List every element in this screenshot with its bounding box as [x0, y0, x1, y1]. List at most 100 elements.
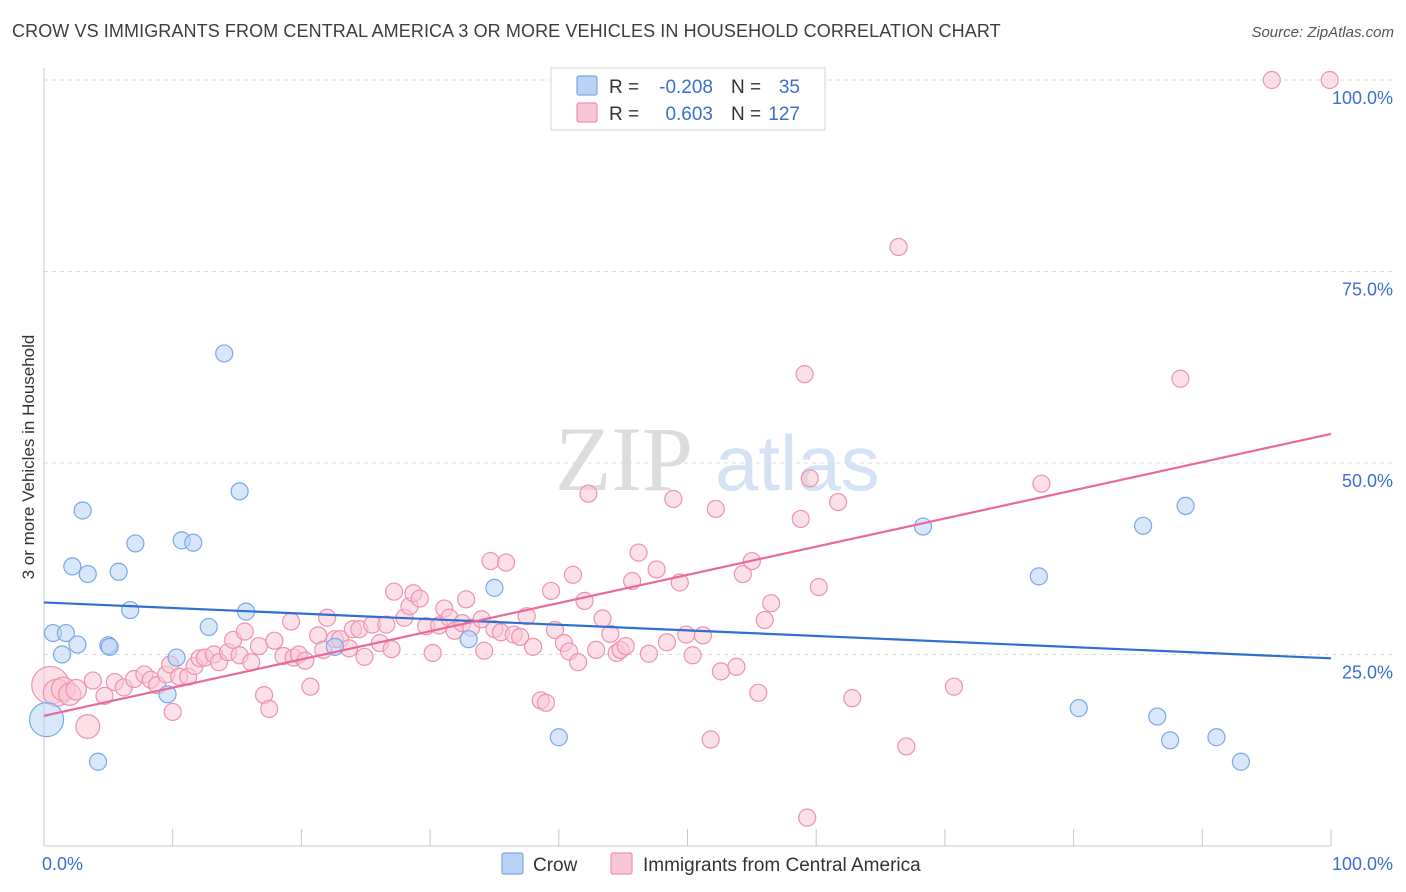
immigrants-point-100	[683, 646, 702, 665]
chart-title: CROW VS IMMIGRANTS FROM CENTRAL AMERICA …	[12, 21, 1001, 41]
immigrants-point-82	[563, 565, 583, 584]
crow-point-30	[1148, 707, 1167, 726]
crow-point-5	[68, 635, 87, 654]
x-tick-label-min: 0.0%	[42, 854, 83, 874]
immigrants-point-93	[629, 543, 648, 562]
immigrants-point-75	[523, 637, 543, 656]
crow-point-31	[1161, 731, 1180, 750]
immigrants-point-120	[1032, 474, 1051, 493]
immigrants-point-88	[601, 624, 620, 643]
crow-point-12	[121, 600, 140, 620]
immigrants-point-111	[791, 509, 810, 529]
crow-point-2	[52, 645, 72, 664]
crow-point-29	[1133, 516, 1153, 535]
crow-point-34	[1231, 752, 1251, 771]
immigrants-point-64	[457, 590, 476, 609]
crow-point-20	[230, 482, 249, 501]
crow-point-23	[459, 630, 478, 649]
immigrants-point-32	[265, 631, 284, 650]
crow-point-7	[78, 564, 97, 584]
crow-point-4	[63, 557, 82, 576]
immigrants-point-16	[163, 702, 182, 722]
stats-legend: R = -0.208 N = 35 R = 0.603 N = 127	[550, 67, 826, 131]
immigrants-point-104	[711, 662, 731, 681]
crow-point-3	[56, 623, 75, 643]
series-crow-points	[28, 344, 1251, 771]
immigrants-point-118	[897, 737, 916, 756]
x-axis-ticks	[43, 829, 1332, 846]
crow-point-19	[215, 344, 234, 363]
stats-r-value-crow: -0.208	[659, 77, 713, 98]
immigrants-point-29	[249, 636, 269, 656]
immigrants-point-83	[569, 653, 588, 672]
crow-point-27	[1029, 567, 1048, 586]
x-tick-label-max: 100.0%	[1332, 854, 1393, 874]
crow-point-15	[167, 648, 186, 667]
immigrants-point-67	[475, 641, 494, 660]
source-credit: Source: ZipAtlas.com	[1251, 24, 1394, 41]
immigrants-point-123	[1320, 70, 1339, 90]
immigrants-point-96	[657, 633, 677, 652]
crow-point-11	[109, 562, 128, 581]
stats-n-value-crow: 35	[779, 77, 800, 98]
immigrants-point-121	[1171, 369, 1190, 388]
crow-point-25	[549, 728, 568, 747]
immigrants-point-87	[593, 609, 612, 628]
crow-point-13	[126, 534, 145, 553]
immigrants-point-105	[727, 657, 746, 676]
immigrants-point-110	[762, 594, 781, 613]
legend-label-crow: Crow	[533, 855, 578, 876]
watermark: ZIP atlas	[555, 408, 880, 510]
immigrants-point-101	[693, 626, 713, 645]
crow-point-32	[1176, 496, 1195, 515]
immigrants-trend-line	[43, 432, 1332, 717]
immigrants-point-114	[809, 577, 828, 597]
stats-r-label-crow: R =	[609, 77, 639, 98]
crow-point-24	[485, 578, 504, 597]
stats-r-label-imm: R =	[609, 104, 639, 125]
crow-point-28	[1069, 699, 1088, 718]
y-axis-title: 3 or more Vehicles in Household	[19, 335, 38, 580]
immigrants-point-117	[889, 237, 908, 257]
stats-r-value-imm: 0.603	[665, 104, 713, 125]
immigrants-point-94	[639, 644, 658, 663]
immigrants-point-6	[83, 671, 103, 690]
immigrants-point-56	[410, 589, 429, 608]
legend-swatch-crow	[501, 852, 524, 875]
crow-trend-line	[43, 601, 1332, 660]
legend-swatch-imm	[610, 852, 633, 875]
immigrants-point-34	[282, 612, 301, 631]
immigrants-point-47	[355, 647, 374, 666]
immigrants-point-31	[260, 699, 279, 718]
immigrants-point-4	[65, 678, 87, 701]
immigrants-point-103	[706, 499, 725, 519]
immigrants-point-124	[798, 808, 817, 827]
series-immigrants-points	[31, 70, 1339, 827]
stats-legend-swatch-imm	[576, 102, 598, 123]
crow-point-8	[88, 752, 108, 771]
immigrants-point-108	[749, 683, 768, 702]
immigrants-point-41	[318, 608, 337, 627]
immigrants-point-97	[664, 489, 683, 509]
crow-point-17	[184, 533, 203, 552]
stats-legend-swatch-crow	[576, 75, 598, 96]
y-tick-label-3: 100.0%	[1332, 88, 1393, 108]
immigrants-point-86	[587, 640, 606, 660]
immigrants-point-50	[377, 615, 396, 634]
crow-point-0	[28, 702, 65, 738]
immigrants-point-85	[579, 484, 598, 503]
immigrants-point-95	[647, 560, 666, 579]
immigrants-point-113	[800, 469, 819, 488]
y-axis-tick-labels: 25.0% 50.0% 75.0% 100.0%	[1332, 88, 1393, 683]
immigrants-point-122	[1262, 70, 1281, 90]
immigrants-point-27	[235, 622, 254, 641]
immigrants-point-109	[755, 610, 774, 630]
immigrants-point-102	[701, 730, 720, 749]
y-tick-label-1: 50.0%	[1342, 471, 1393, 491]
y-tick-label-2: 75.0%	[1342, 280, 1393, 300]
immigrants-point-58	[423, 643, 442, 663]
immigrants-point-115	[828, 492, 848, 512]
immigrants-point-7	[95, 686, 114, 705]
immigrants-point-78	[541, 581, 561, 601]
